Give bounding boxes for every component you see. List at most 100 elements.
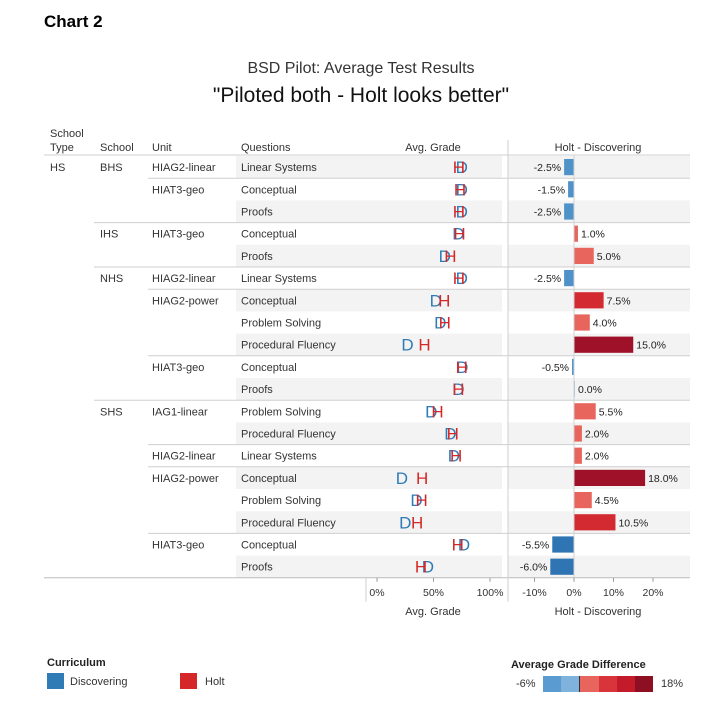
holt-marker: H xyxy=(453,225,465,244)
table-row: Problem Solving DH 4.5% xyxy=(241,491,619,510)
header-avg-grade: Avg. Grade xyxy=(405,142,460,154)
table-row: HIAT3-geo Conceptual DH -0.5% xyxy=(152,358,574,377)
diff-bar xyxy=(564,203,574,220)
discovering-marker: D xyxy=(396,469,408,488)
discovering-marker: D xyxy=(456,203,468,222)
discovering-marker: D xyxy=(456,269,468,288)
diff-data-label: 4.0% xyxy=(593,318,617,330)
row-school: IHS xyxy=(100,229,118,241)
discovering-marker: D xyxy=(452,380,464,399)
legend-swatch-discovering xyxy=(47,673,64,689)
holt-marker: H xyxy=(453,269,465,288)
table-row: HIAG2-power Conceptual DH 7.5% xyxy=(152,291,631,310)
row-question: Conceptual xyxy=(241,362,297,374)
diff-bar xyxy=(574,403,596,420)
diff-data-label: 2.0% xyxy=(585,429,609,441)
discovering-marker: D xyxy=(399,513,411,532)
diff-legend-title: Average Grade Difference xyxy=(511,659,646,671)
discovering-marker: D xyxy=(422,558,434,577)
diff-data-label: 5.0% xyxy=(597,251,621,263)
diff-axis: -10% 0% 10% 20% xyxy=(522,577,664,599)
header-school-type-line1: School xyxy=(50,128,84,140)
table-row: Problem Solving DH 4.0% xyxy=(241,314,617,333)
header-school-type-line2: Type xyxy=(50,142,74,154)
diff-bar xyxy=(574,425,582,442)
row-question: Conceptual xyxy=(241,473,297,485)
diff-bar xyxy=(564,159,574,176)
legend-swatch-holt xyxy=(180,673,197,689)
diff-data-label: -2.5% xyxy=(534,162,561,174)
diff-bar xyxy=(574,492,592,509)
diff-data-label: 0.0% xyxy=(578,384,602,396)
diff-tick-label: -10% xyxy=(522,587,547,599)
table-row: IHS HIAT3-geo Conceptual DH 1.0% xyxy=(100,225,605,244)
row-question: Problem Solving xyxy=(241,495,321,507)
holt-marker: H xyxy=(411,513,423,532)
row-question: Conceptual xyxy=(241,184,297,196)
diff-axis-title: Holt - Discovering xyxy=(555,606,642,618)
legend-label-holt: Holt xyxy=(205,676,225,688)
row-school: NHS xyxy=(100,273,123,285)
diff-data-label: 4.5% xyxy=(595,495,619,507)
holt-marker: H xyxy=(450,447,462,466)
row-unit: HIAG2-power xyxy=(152,295,219,307)
table-row: HS BHS HIAG2-linear Linear Systems DH -2.5% xyxy=(50,158,574,177)
row-question: Proofs xyxy=(241,384,273,396)
diff-bar xyxy=(574,314,590,331)
diff-data-label: -2.5% xyxy=(534,273,561,285)
chart-number-label: Chart 2 xyxy=(44,12,103,31)
diff-bar xyxy=(550,558,574,575)
chart-subtitle: "Piloted both - Holt looks better" xyxy=(212,84,510,107)
diff-data-label: -1.5% xyxy=(538,184,565,196)
row-unit: IAG1-linear xyxy=(152,406,208,418)
row-school: BHS xyxy=(100,162,123,174)
discovering-marker: D xyxy=(456,180,468,199)
row-question: Linear Systems xyxy=(241,273,317,285)
row-question: Conceptual xyxy=(241,229,297,241)
diff-tick-label: 0% xyxy=(566,587,581,599)
row-question: Proofs xyxy=(241,207,273,219)
row-unit: HIAG2-linear xyxy=(152,451,216,463)
diff-bar xyxy=(552,536,574,553)
avg-grade-axis-title: Avg. Grade xyxy=(405,606,460,618)
legend-label-discovering: Discovering xyxy=(70,676,128,688)
avg-grade-tick-label: 0% xyxy=(369,587,384,599)
discovering-marker: D xyxy=(456,358,468,377)
holt-marker: H xyxy=(438,291,450,310)
header-questions: Questions xyxy=(241,142,291,154)
row-unit: HIAT3-geo xyxy=(152,362,204,374)
row-question: Procedural Fluency xyxy=(241,517,336,529)
holt-marker: H xyxy=(452,380,464,399)
diff-tick-label: 20% xyxy=(642,587,663,599)
row-question: Proofs xyxy=(241,562,273,574)
diff-data-label: 15.0% xyxy=(636,340,666,352)
diff-bar xyxy=(574,247,594,264)
table-row: HIAT3-geo Conceptual DH -1.5% xyxy=(152,180,574,199)
discovering-marker: D xyxy=(444,425,456,444)
diff-tick-label: 10% xyxy=(603,587,624,599)
row-question: Conceptual xyxy=(241,540,297,552)
table-row: NHS HIAG2-linear Linear Systems DH -2.5% xyxy=(100,269,574,288)
row-question: Problem Solving xyxy=(241,318,321,330)
diff-data-label: -0.5% xyxy=(542,362,569,374)
diff-data-label: -5.5% xyxy=(522,540,549,552)
diff-bar xyxy=(574,336,634,353)
table-row: SHS IAG1-linear Problem Solving DH 5.5% xyxy=(100,402,623,421)
diff-data-label: 18.0% xyxy=(648,473,678,485)
holt-marker: H xyxy=(439,314,451,333)
table-row: Procedural Fluency D H 15.0% xyxy=(241,336,666,355)
row-question: Problem Solving xyxy=(241,406,321,418)
row-question: Proofs xyxy=(241,251,273,263)
holt-marker: H xyxy=(418,336,430,355)
chart-title: BSD Pilot: Average Test Results xyxy=(247,60,475,77)
diff-bar xyxy=(574,469,646,486)
row-unit: HIAG2-power xyxy=(152,473,219,485)
discovering-marker: D xyxy=(448,447,460,466)
diff-bar xyxy=(574,514,616,531)
discovering-marker: D xyxy=(458,536,470,555)
header-school: School xyxy=(100,142,134,154)
holt-marker: H xyxy=(454,180,466,199)
holt-marker: H xyxy=(415,558,427,577)
table-row: HIAG2-linear Linear Systems DH 2.0% xyxy=(152,447,609,466)
